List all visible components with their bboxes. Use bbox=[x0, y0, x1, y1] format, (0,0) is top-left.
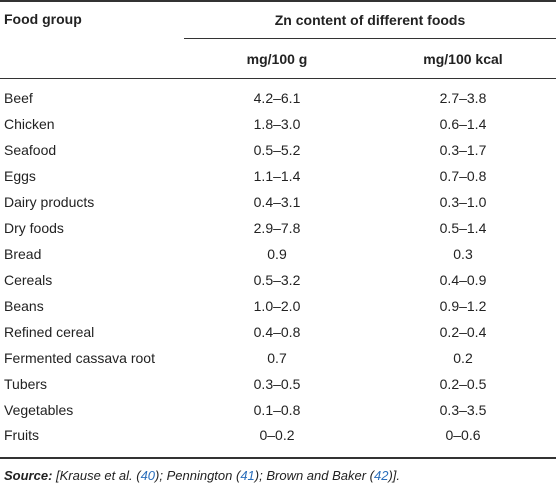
table-row: Dairy products 0.4–3.1 0.3–1.0 bbox=[0, 189, 556, 215]
table-row: Tubers 0.3–0.5 0.2–0.5 bbox=[0, 371, 556, 397]
mg-per-100g-cell: 0.7 bbox=[267, 350, 287, 366]
table-row: Vegetables 0.1–0.8 0.3–3.5 bbox=[0, 397, 556, 423]
table-row: Refined cereal 0.4–0.8 0.2–0.4 bbox=[0, 319, 556, 345]
source-text-open: [Krause et al. ( bbox=[52, 468, 141, 483]
mg-per-100kcal-cell: 0.9–1.2 bbox=[439, 298, 487, 314]
mg-per-100g-cell: 0.5–5.2 bbox=[253, 142, 301, 158]
mg-per-100kcal-cell: 0.2 bbox=[453, 350, 473, 366]
food-group-cell: Tubers bbox=[4, 376, 48, 392]
zinc-content-table: Food group Zn content of different foods… bbox=[0, 0, 556, 459]
mg-per-100g-cell: 0.5–3.2 bbox=[253, 272, 301, 288]
food-group-cell: Beans bbox=[4, 298, 44, 314]
food-group-header: Food group bbox=[0, 0, 184, 79]
food-group-cell: Bread bbox=[4, 246, 42, 262]
mg-per-100kcal-cell: 0.3 bbox=[453, 246, 473, 262]
mg-per-100kcal-cell: 0–0.6 bbox=[370, 423, 556, 459]
mg-per-100g-cell: 1.8–3.0 bbox=[253, 116, 301, 132]
mg-per-100g-cell: 0–0.2 bbox=[184, 423, 370, 459]
mg-per-100g-cell: 0.4–0.8 bbox=[253, 324, 301, 340]
source-text-mid2: ); Brown and Baker ( bbox=[254, 468, 374, 483]
table-row: Eggs 1.1–1.4 0.7–0.8 bbox=[0, 163, 556, 189]
citation-link-42[interactable]: 42 bbox=[374, 468, 389, 483]
citation-link-41[interactable]: 41 bbox=[240, 468, 255, 483]
table-row: Fruits 0–0.2 0–0.6 bbox=[0, 423, 556, 459]
mg-per-100kcal-cell: 0.2–0.4 bbox=[439, 324, 487, 340]
table-row: Bread 0.9 0.3 bbox=[0, 241, 556, 267]
mg-per-100kcal-cell: 0.2–0.5 bbox=[439, 376, 487, 392]
mg-per-100kcal-cell: 0.3–3.5 bbox=[439, 402, 487, 418]
food-group-cell: Fermented cassava root bbox=[4, 350, 155, 366]
table-row: Fermented cassava root 0.7 0.2 bbox=[0, 345, 556, 371]
mg-per-100g-cell: 0.1–0.8 bbox=[253, 402, 301, 418]
header-row-units: mg/100 g mg/100 kcal bbox=[0, 38, 556, 79]
mg-per-100g-header: mg/100 g bbox=[184, 38, 370, 79]
source-text-mid1: ); Pennington ( bbox=[155, 468, 241, 483]
mg-per-100g-cell: 2.9–7.8 bbox=[253, 220, 301, 236]
zinc-content-table-container: Food group Zn content of different foods… bbox=[0, 0, 556, 459]
food-group-cell: Cereals bbox=[4, 272, 53, 288]
table-body: Beef 4.2–6.1 2.7–3.8 Chicken 1.8–3.0 0.6–1.4 S… bbox=[0, 79, 556, 459]
mg-per-100g-cell: 0.9 bbox=[267, 246, 287, 262]
mg-per-100kcal-cell: 2.7–3.8 bbox=[439, 90, 487, 106]
mg-per-100kcal-cell: 0.5–1.4 bbox=[439, 220, 487, 236]
mg-per-100kcal-cell: 0.3–1.0 bbox=[439, 194, 487, 210]
mg-per-100kcal-cell: 0.7–0.8 bbox=[439, 168, 487, 184]
table-row: Chicken 1.8–3.0 0.6–1.4 bbox=[0, 111, 556, 137]
food-group-cell: Chicken bbox=[4, 116, 55, 132]
table-row: Beef 4.2–6.1 2.7–3.8 bbox=[0, 79, 556, 112]
food-group-cell: Fruits bbox=[0, 423, 184, 459]
table-header: Food group Zn content of different foods… bbox=[0, 0, 556, 79]
mg-per-100kcal-cell: 0.4–0.9 bbox=[439, 272, 487, 288]
source-text-close: )]. bbox=[388, 468, 401, 483]
table-row: Cereals 0.5–3.2 0.4–0.9 bbox=[0, 267, 556, 293]
food-group-cell: Dry foods bbox=[4, 220, 64, 236]
zn-content-header: Zn content of different foods bbox=[184, 0, 556, 39]
mg-per-100g-cell: 0.3–0.5 bbox=[253, 376, 301, 392]
header-row-top: Food group Zn content of different foods bbox=[0, 0, 556, 79]
table-row: Beans 1.0–2.0 0.9–1.2 bbox=[0, 293, 556, 319]
source-label: Source: bbox=[4, 468, 53, 483]
source-note: Source: [Krause et al. (40); Pennington … bbox=[4, 468, 400, 483]
table-row: Seafood 0.5–5.2 0.3–1.7 bbox=[0, 137, 556, 163]
food-group-cell: Dairy products bbox=[4, 194, 95, 210]
food-group-cell: Eggs bbox=[4, 168, 36, 184]
mg-per-100g-cell: 1.0–2.0 bbox=[253, 298, 301, 314]
mg-per-100kcal-cell: 0.6–1.4 bbox=[439, 116, 487, 132]
mg-per-100g-cell: 4.2–6.1 bbox=[253, 90, 301, 106]
citation-link-40[interactable]: 40 bbox=[140, 468, 156, 483]
food-group-cell: Seafood bbox=[4, 142, 57, 158]
mg-per-100kcal-header: mg/100 kcal bbox=[370, 38, 556, 79]
food-group-cell: Refined cereal bbox=[4, 324, 95, 340]
food-group-cell: Vegetables bbox=[4, 402, 74, 418]
mg-per-100g-cell: 0.4–3.1 bbox=[253, 194, 301, 210]
mg-per-100g-cell: 1.1–1.4 bbox=[253, 168, 301, 184]
mg-per-100kcal-cell: 0.3–1.7 bbox=[439, 142, 487, 158]
food-group-cell: Beef bbox=[4, 90, 33, 106]
table-row: Dry foods 2.9–7.8 0.5–1.4 bbox=[0, 215, 556, 241]
